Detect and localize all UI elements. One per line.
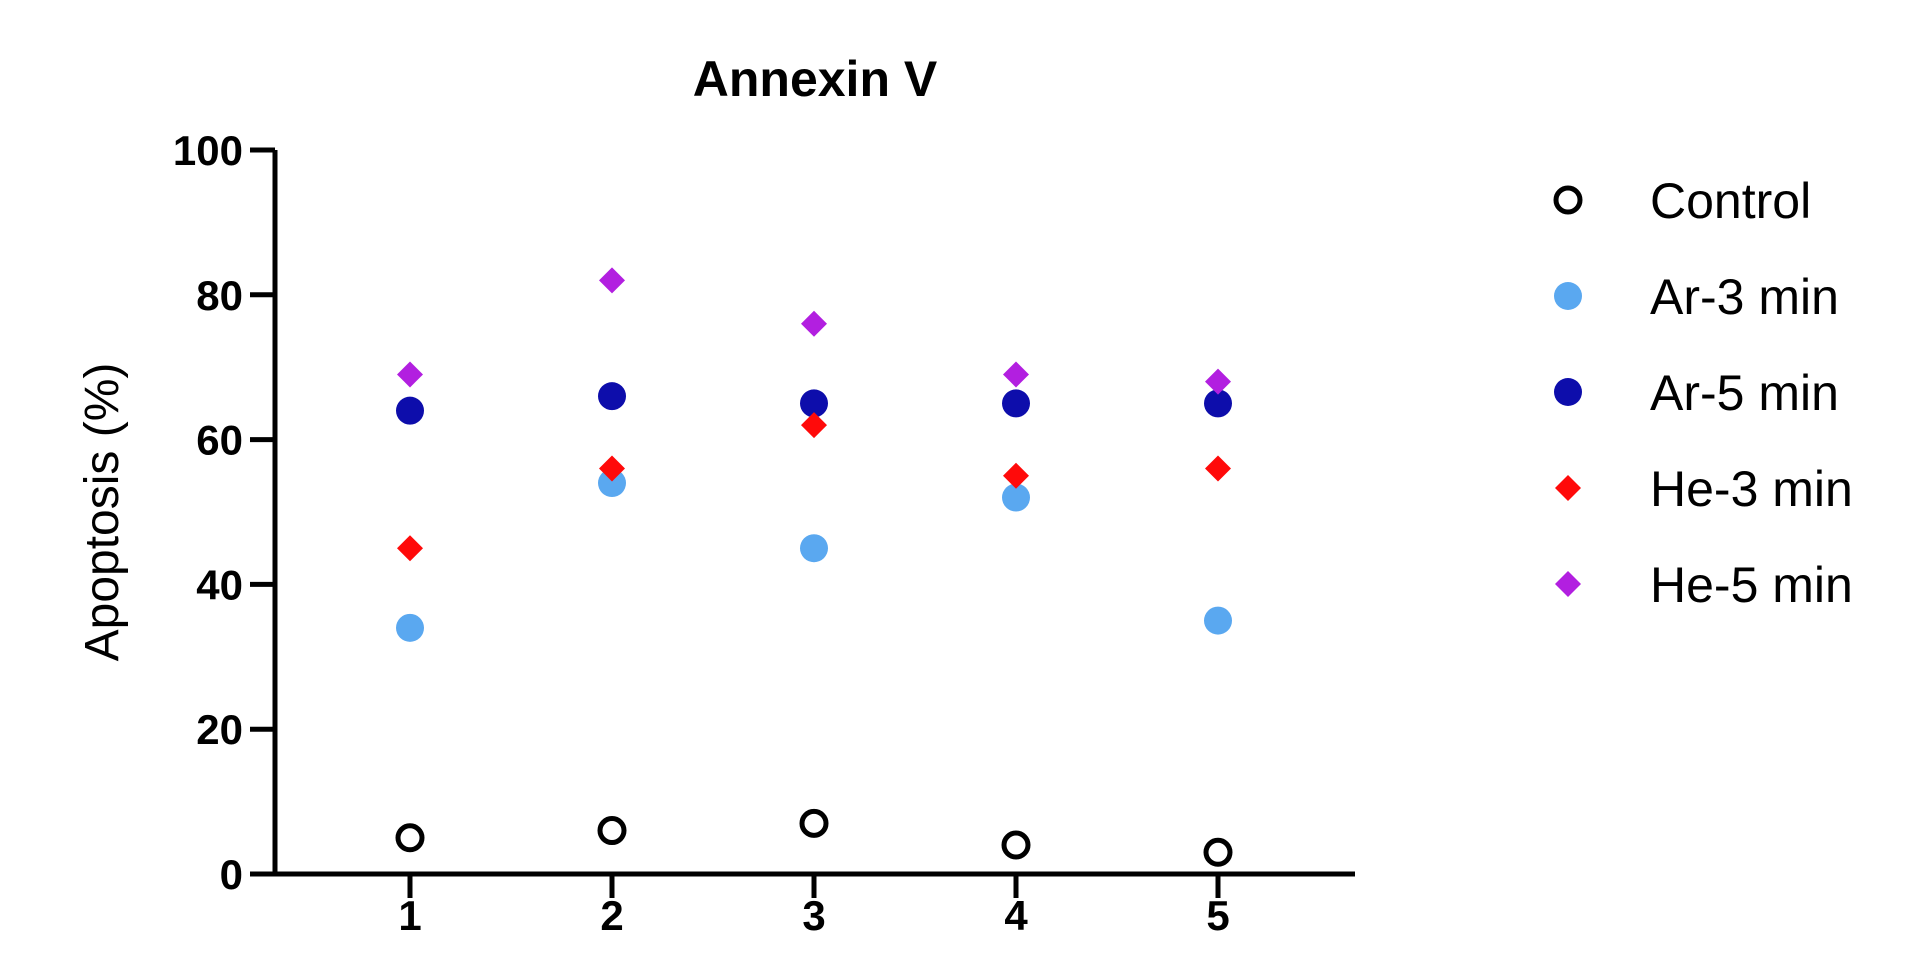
- legend-label-ar-5-min: Ar-5 min: [1650, 365, 1839, 421]
- legend-marker-ar-5-min: [1554, 378, 1582, 406]
- series-ar-3-min: [396, 469, 1232, 642]
- series-he-5-min: [397, 267, 1231, 395]
- y-tick-label-80: 80: [196, 272, 243, 319]
- legend-marker-he-5-min: [1555, 571, 1581, 597]
- point-he-3-min-1: [397, 535, 423, 562]
- legend-label-he-5-min: He-5 min: [1650, 557, 1853, 613]
- legend-item-ar-3-min: Ar-3 min: [1554, 269, 1839, 325]
- point-ar-5-min-2: [598, 382, 626, 411]
- y-tick-label-60: 60: [196, 417, 243, 464]
- chart-title: Annexin V: [693, 51, 938, 107]
- y-axis-label: Apoptosis (%): [76, 363, 129, 662]
- x-tick-label-4: 4: [1004, 892, 1028, 939]
- point-ar-5-min-4: [1002, 389, 1030, 418]
- point-he-3-min-3: [801, 412, 827, 439]
- y-tick-label-20: 20: [196, 706, 243, 753]
- x-ticks: 1 2 3 4 5: [398, 874, 1230, 939]
- point-control-2: [597, 816, 627, 846]
- y-tick-label-100: 100: [173, 127, 243, 174]
- y-tick-label-40: 40: [196, 561, 243, 608]
- point-ar-3-min-5: [1204, 606, 1232, 635]
- point-ar-3-min-1: [396, 613, 424, 642]
- point-ar-3-min-3: [800, 534, 828, 563]
- legend-item-he-5-min: He-5 min: [1555, 557, 1853, 613]
- point-ar-5-min-5: [1204, 389, 1232, 418]
- point-he-3-min-4: [1003, 462, 1029, 489]
- point-he-3-min-5: [1205, 455, 1231, 482]
- legend: Control Ar-3 min Ar-5 min He-3 min He-5 min: [1553, 173, 1853, 613]
- legend-marker-he-3-min: [1555, 475, 1581, 501]
- legend-item-ar-5-min: Ar-5 min: [1554, 365, 1839, 421]
- point-ar-5-min-1: [396, 396, 424, 425]
- point-ar-3-min-2: [598, 469, 626, 498]
- point-he-5-min-1: [397, 361, 423, 388]
- x-tick-label-2: 2: [600, 892, 623, 939]
- legend-label-control: Control: [1650, 173, 1811, 229]
- x-tick-label-3: 3: [802, 892, 825, 939]
- series-ar-5-min: [396, 382, 1232, 425]
- point-control-3: [799, 808, 829, 838]
- point-he-5-min-5: [1205, 368, 1231, 395]
- y-tick-label-0: 0: [220, 851, 243, 898]
- point-control-1: [395, 823, 425, 853]
- legend-label-ar-3-min: Ar-3 min: [1650, 269, 1839, 325]
- data-points: [395, 267, 1233, 867]
- y-ticks: 0 20 40 60 80 100: [173, 127, 275, 898]
- x-tick-label-5: 5: [1206, 892, 1229, 939]
- legend-item-he-3-min: He-3 min: [1555, 461, 1853, 517]
- x-tick-label-1: 1: [398, 892, 421, 939]
- point-control-5: [1203, 837, 1233, 867]
- legend-marker-control: [1553, 185, 1583, 215]
- legend-item-control: Control: [1553, 173, 1811, 229]
- axes: [272, 150, 1355, 877]
- point-he-3-min-2: [599, 455, 625, 482]
- point-control-4: [1001, 830, 1031, 860]
- point-ar-3-min-4: [1002, 483, 1030, 512]
- series-control: [395, 808, 1233, 867]
- legend-label-he-3-min: He-3 min: [1650, 461, 1853, 517]
- series-he-3-min: [397, 412, 1231, 562]
- point-ar-5-min-3: [800, 389, 828, 418]
- legend-marker-ar-3-min: [1554, 282, 1582, 310]
- point-he-5-min-3: [801, 310, 827, 337]
- point-he-5-min-2: [599, 267, 625, 294]
- point-he-5-min-4: [1003, 361, 1029, 388]
